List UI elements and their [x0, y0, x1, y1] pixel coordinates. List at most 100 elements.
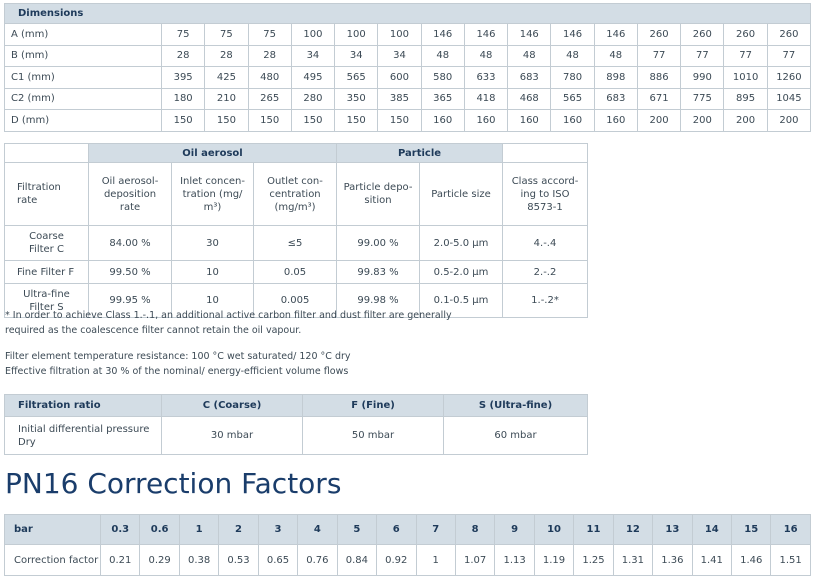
dimension-value: 200 — [680, 109, 725, 132]
particle-size-value: 2.0-5.0 µm — [419, 225, 504, 261]
filter-name: Coarse Filter C — [4, 225, 89, 261]
bar-header: 6 — [376, 514, 417, 545]
dimension-value: 146 — [593, 23, 638, 46]
filter-name-text: Fine Filter F — [17, 266, 75, 278]
col-inlet-concentration: Inlet concen- tration (mg/ m³) — [171, 162, 254, 226]
bar-header: 15 — [730, 514, 772, 545]
correction-factors-table: bar 0.3 0.6 1 2 3 4 5 6 7 8 9 10 11 12 13 14 15 16 Correc… — [4, 514, 811, 576]
ratio-value-ultrafine: 60 mbar — [443, 416, 588, 455]
inlet-concentration-value: 30 — [171, 225, 254, 261]
dimension-value: 468 — [507, 87, 552, 110]
dimension-value: 160 — [463, 109, 509, 132]
dimension-value: 34 — [290, 44, 336, 67]
correction-factor-value: 1.46 — [730, 544, 772, 576]
dimension-value: 495 — [290, 66, 336, 89]
iso-class-value: 1.-.2* — [502, 283, 589, 318]
oil-aerosol-group-header: Oil aerosol — [87, 143, 338, 163]
col-outlet-concentration: Outlet con- centration (mg/m³) — [252, 162, 338, 226]
outlet-concentration-value: ≤5 — [252, 225, 338, 261]
ratio-header-fine: F (Fine) — [302, 394, 444, 417]
bar-header: 0.6 — [139, 514, 180, 545]
dimension-value: 683 — [507, 66, 552, 89]
dimension-value: 600 — [377, 66, 422, 89]
particle-group-header: Particle — [336, 143, 504, 163]
dimension-value: 200 — [723, 109, 768, 132]
particle-deposition-value: 99.98 % — [336, 283, 421, 318]
dimension-row: D (mm) 150 150 150 150 150 150 160 160 160 160 160 2… — [4, 109, 812, 132]
dimension-value: 28 — [204, 44, 249, 67]
iso-class-value: 2.-.2 — [502, 260, 589, 284]
dimension-row: A (mm) 75 75 75 100 100 100 146 146 146 146 146 260 2… — [4, 23, 812, 46]
correction-factor-value: 1 — [415, 544, 456, 576]
dimension-value: 180 — [160, 87, 206, 110]
dimension-value: 425 — [204, 66, 249, 89]
dimension-label: C1 (mm) — [4, 66, 162, 89]
ratio-header-label: Filtration ratio — [4, 394, 162, 417]
correction-factor-value: 1.19 — [533, 544, 575, 576]
footnote-line-2: required as the coalescence filter canno… — [5, 325, 302, 336]
filter-name-text: Coarse Filter C — [29, 231, 64, 255]
dimension-value: 100 — [377, 23, 422, 46]
bar-header: 1 — [178, 514, 220, 545]
dimension-value: 28 — [160, 44, 206, 67]
oil-deposition-value: 84.00 % — [88, 225, 172, 261]
dimension-value: 160 — [593, 109, 638, 132]
correction-factor-value: 0.38 — [178, 544, 220, 576]
correction-factor-value: 1.41 — [691, 544, 733, 576]
dimensions-title: Dimensions — [3, 3, 812, 24]
efficiency-note: Effective filtration at 30 % of the nomi… — [5, 366, 349, 377]
dimension-value: 210 — [204, 87, 249, 110]
correction-section-title: PN16 Correction Factors — [5, 467, 342, 500]
bar-header: 9 — [494, 514, 535, 545]
dimension-value: 146 — [507, 23, 552, 46]
filter-name-text: Ultra-fine Filter S — [23, 288, 70, 313]
dimension-value: 150 — [334, 109, 379, 132]
filter-name: Ultra-fine Filter S — [4, 283, 89, 318]
dimension-value: 34 — [334, 44, 379, 67]
dimension-value: 898 — [593, 66, 638, 89]
dimension-value: 671 — [636, 87, 682, 110]
dimension-value: 265 — [247, 87, 292, 110]
dimension-value: 150 — [160, 109, 206, 132]
filter-notes: Filter element temperature resistance: 1… — [5, 349, 351, 379]
col-iso-class: Class accord- ing to ISO 8573-1 — [502, 162, 589, 226]
dimension-value: 565 — [550, 87, 595, 110]
dimension-value: 1010 — [723, 66, 768, 89]
correction-factor-value: 1.07 — [454, 544, 496, 576]
col-oil-deposition: Oil aerosol- deposition rate — [88, 162, 172, 226]
dimension-value: 990 — [680, 66, 725, 89]
oil-deposition-value: 99.95 % — [88, 283, 172, 318]
dimension-row: C2 (mm) 180 210 265 280 350 385 365 418 468 565 683… — [4, 87, 812, 110]
dimension-value: 77 — [723, 44, 768, 67]
filtration-row: Fine Filter F 99.50 % 10 0.05 99.83 % 0.5-2.0… — [4, 260, 589, 284]
dimension-label: B (mm) — [4, 44, 162, 67]
dimension-value: 48 — [507, 44, 552, 67]
correction-factor-value: 0.53 — [218, 544, 259, 576]
particle-deposition-value: 99.00 % — [336, 225, 421, 261]
dimension-value: 150 — [290, 109, 336, 132]
inlet-concentration-value: 10 — [171, 260, 254, 284]
outlet-concentration-value: 0.05 — [252, 260, 338, 284]
particle-size-value: 0.5-2.0 µm — [419, 260, 504, 284]
class-group-spacer — [502, 143, 589, 163]
dimension-value: 150 — [247, 109, 292, 132]
dimension-value: 28 — [247, 44, 292, 67]
filtration-corner — [4, 143, 89, 163]
dimension-value: 418 — [463, 87, 509, 110]
dimension-value: 1045 — [766, 87, 812, 110]
ratio-value-coarse: 30 mbar — [161, 416, 303, 455]
dimension-value: 48 — [550, 44, 595, 67]
dimension-value: 580 — [420, 66, 465, 89]
bar-header: 10 — [533, 514, 575, 545]
dimension-value: 77 — [680, 44, 725, 67]
ratio-header-coarse: C (Coarse) — [161, 394, 303, 417]
dimension-value: 146 — [420, 23, 465, 46]
bar-header: 0.3 — [99, 514, 141, 545]
dimension-value: 886 — [636, 66, 682, 89]
dimension-value: 150 — [377, 109, 422, 132]
col-particle-size: Particle size — [419, 162, 504, 226]
dimension-value: 200 — [766, 109, 812, 132]
dimension-value: 260 — [723, 23, 768, 46]
bar-header: 2 — [218, 514, 259, 545]
